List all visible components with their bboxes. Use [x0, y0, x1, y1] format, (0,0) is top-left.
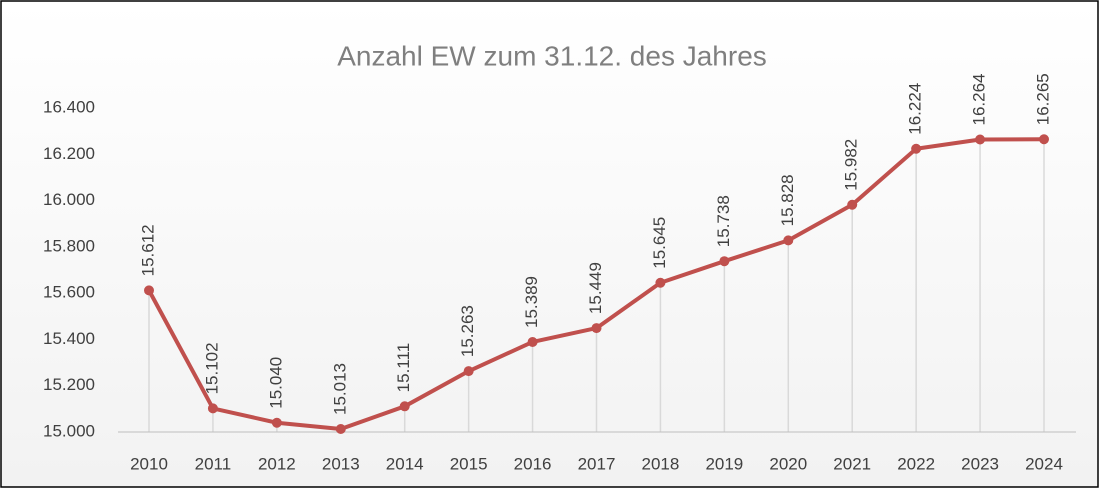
marker: [783, 235, 794, 246]
marker: [719, 256, 730, 267]
marker: [463, 366, 474, 377]
data-label: 16.224: [906, 83, 925, 135]
y-tick-label: 16.400: [43, 97, 95, 116]
x-tick-label: 2011: [195, 454, 232, 473]
x-tick-label: 2020: [769, 454, 807, 473]
data-label: 16.265: [1033, 73, 1052, 125]
x-tick-label: 2010: [130, 454, 168, 473]
data-label: 15.738: [714, 195, 733, 247]
data-label: 15.982: [842, 139, 861, 191]
x-tick-label: 2024: [1025, 454, 1063, 473]
chart-title: Anzahl EW zum 31.12. des Jahres: [337, 40, 767, 71]
marker: [335, 423, 346, 434]
marker: [399, 401, 410, 412]
data-label: 15.102: [202, 342, 221, 394]
data-label: 15.040: [266, 357, 285, 409]
x-tick-label: 2014: [386, 454, 424, 473]
x-tick-label: 2023: [961, 454, 999, 473]
marker: [1039, 134, 1049, 145]
y-tick-label: 15.000: [43, 421, 95, 440]
marker: [271, 417, 282, 428]
x-tick-label: 2013: [322, 454, 360, 473]
marker: [527, 336, 538, 347]
y-tick-label: 16.000: [43, 190, 95, 209]
data-label: 15.612: [138, 224, 157, 276]
y-tick-label: 15.400: [43, 329, 95, 348]
data-label: 16.264: [970, 73, 989, 125]
x-tick-label: 2016: [514, 454, 552, 473]
x-tick-label: 2012: [258, 454, 296, 473]
y-tick-label: 16.200: [43, 144, 95, 163]
data-label: 15.449: [586, 262, 605, 314]
marker: [591, 323, 602, 334]
x-tick-label: 2019: [705, 454, 743, 473]
y-tick-label: 15.600: [43, 283, 95, 302]
x-tick-label: 2018: [642, 454, 680, 473]
x-tick-label: 2015: [450, 454, 488, 473]
data-label: 15.013: [330, 363, 349, 415]
marker: [144, 285, 154, 296]
data-label: 15.111: [394, 343, 413, 392]
x-tick-label: 2021: [833, 454, 871, 473]
data-label: 15.389: [522, 276, 541, 328]
y-tick-label: 15.800: [43, 236, 95, 255]
marker: [655, 277, 666, 288]
y-tick-label: 15.200: [43, 375, 95, 394]
marker: [975, 134, 986, 145]
marker: [911, 143, 922, 154]
data-label: 15.828: [778, 174, 797, 226]
marker: [847, 199, 858, 210]
x-tick-label: 2017: [578, 454, 616, 473]
x-tick-label: 2022: [897, 454, 935, 473]
marker: [207, 403, 218, 414]
data-label: 15.645: [650, 217, 669, 269]
data-label: 15.263: [458, 305, 477, 357]
